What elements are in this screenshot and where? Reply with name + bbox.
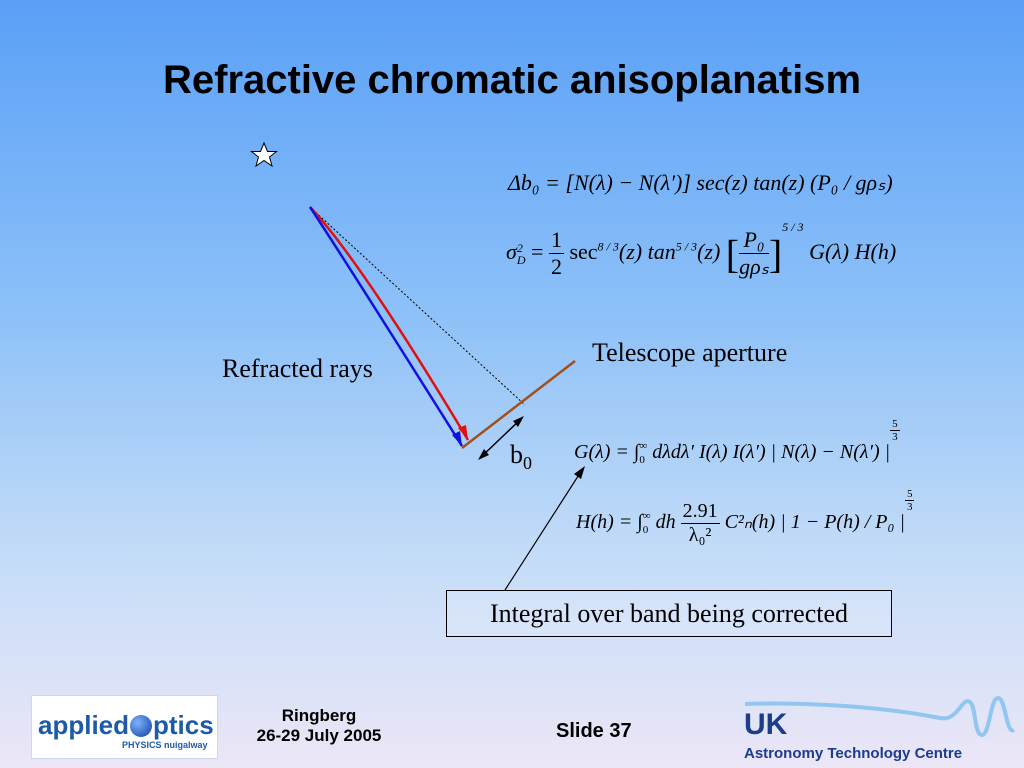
h-frac-den: λ₀²: [688, 523, 712, 546]
logo-o-icon: [130, 715, 153, 737]
sigma-sub: D: [516, 252, 526, 267]
equation-delta-b0: Δb₀ = [N(λ) − N(λ′)] sec(z) tan(z) (P₀ /…: [508, 170, 893, 195]
h-body: C²ₙ(h) | 1 − P(h) / P₀ |: [724, 511, 905, 533]
slide-number: Slide 37: [556, 720, 632, 742]
g-pow-den: 3: [892, 431, 898, 443]
telescope-aperture-label: Telescope aperture: [592, 338, 788, 367]
sigma-z1: (z) tan: [618, 239, 676, 264]
h-lim-low: 0: [642, 524, 649, 537]
logo-main: applied ptics: [38, 710, 214, 741]
b0-arrowhead-high: [513, 416, 524, 427]
g-lim-low: 0: [639, 454, 645, 467]
pointer-arrow: [504, 469, 583, 591]
sigma-half-num: 1: [548, 227, 564, 255]
h-lhs: H(h) = ∫: [576, 511, 643, 533]
g-lhs: G(λ) = ∫: [574, 441, 640, 463]
blue-ray-arrowhead: [452, 431, 462, 446]
h-pow-den: 3: [906, 501, 913, 513]
refracted-rays-label: Refracted rays: [222, 354, 373, 383]
h-frac: 2.91 λ₀²: [680, 499, 720, 547]
b0-base: b: [510, 440, 523, 469]
star-icon: [250, 141, 278, 168]
wave-icon: [744, 695, 1016, 738]
h-lim-high: ∞: [642, 510, 651, 523]
sigma-z2: (z): [697, 239, 721, 264]
uk-org: Astronomy Technology Centre: [744, 745, 963, 762]
h-dh: dh: [655, 511, 676, 533]
b0-arrowhead-low: [478, 449, 489, 460]
sigma-equals: =: [531, 239, 544, 264]
sigma-sup: 2: [516, 240, 523, 255]
b0-label: b0: [510, 440, 532, 474]
footer-venue: Ringberg 26-29 July 2005: [232, 706, 406, 746]
h-frac-num: 2.91: [680, 499, 720, 524]
sigma-frac-num: P₀: [739, 227, 769, 255]
sigma-frac-den: gρₛ: [739, 254, 769, 280]
b0-arrow: [479, 417, 523, 459]
red-ray-arrowhead: [458, 425, 468, 440]
footer-dates: 26-29 July 2005: [256, 726, 382, 745]
pointer-arrowhead: [574, 466, 585, 479]
b0-sub: 0: [523, 453, 532, 474]
sigma-lhs: σ: [506, 239, 517, 264]
g-lim-high: ∞: [639, 440, 648, 453]
uk-logo: UK: [744, 708, 788, 741]
sigma-half-den: 2: [550, 254, 562, 280]
sigma-tail: G(λ) H(h): [809, 239, 897, 264]
integral-box: Integral over band being corrected: [446, 590, 892, 637]
sigma-bracket-pow: 5 / 3: [782, 220, 804, 234]
logo-sub: PHYSICS nuigalway: [122, 740, 208, 750]
blue-ray: [308, 206, 464, 447]
equation-g: G(λ) = ∫ ∞ 0 dλdλ′ I(λ) I(λ′) | N(λ) − N(λ…: [574, 418, 900, 467]
telescope-aperture-line: [461, 360, 576, 449]
sigma-tan-pow: 5 / 3: [675, 239, 698, 254]
logo-main-part2: ptics: [153, 710, 214, 740]
logo-main-part1: applied: [38, 710, 130, 740]
applied-optics-logo: applied ptics PHYSICS nuigalway: [31, 695, 218, 759]
sigma-sec: sec: [569, 239, 598, 264]
equation-h: H(h) = ∫ ∞ 0 dh 2.91 λ₀² C²ₙ(h) | 1 − P(h) …: [576, 488, 915, 547]
sigma-frac: P₀ gρₛ: [739, 227, 769, 280]
footer-venue-name: Ringberg: [281, 706, 357, 725]
dotted-ray: [309, 206, 526, 406]
slide-title: Refractive chromatic anisoplanatism: [162, 58, 862, 102]
red-ray: [309, 206, 470, 441]
g-pow-num: 5: [890, 418, 900, 431]
h-pow-num: 5: [904, 488, 915, 501]
sigma-sec-pow: 8 / 3: [597, 239, 619, 254]
g-body: dλdλ′ I(λ) I(λ′) | N(λ) − N(λ′) |: [652, 441, 891, 463]
